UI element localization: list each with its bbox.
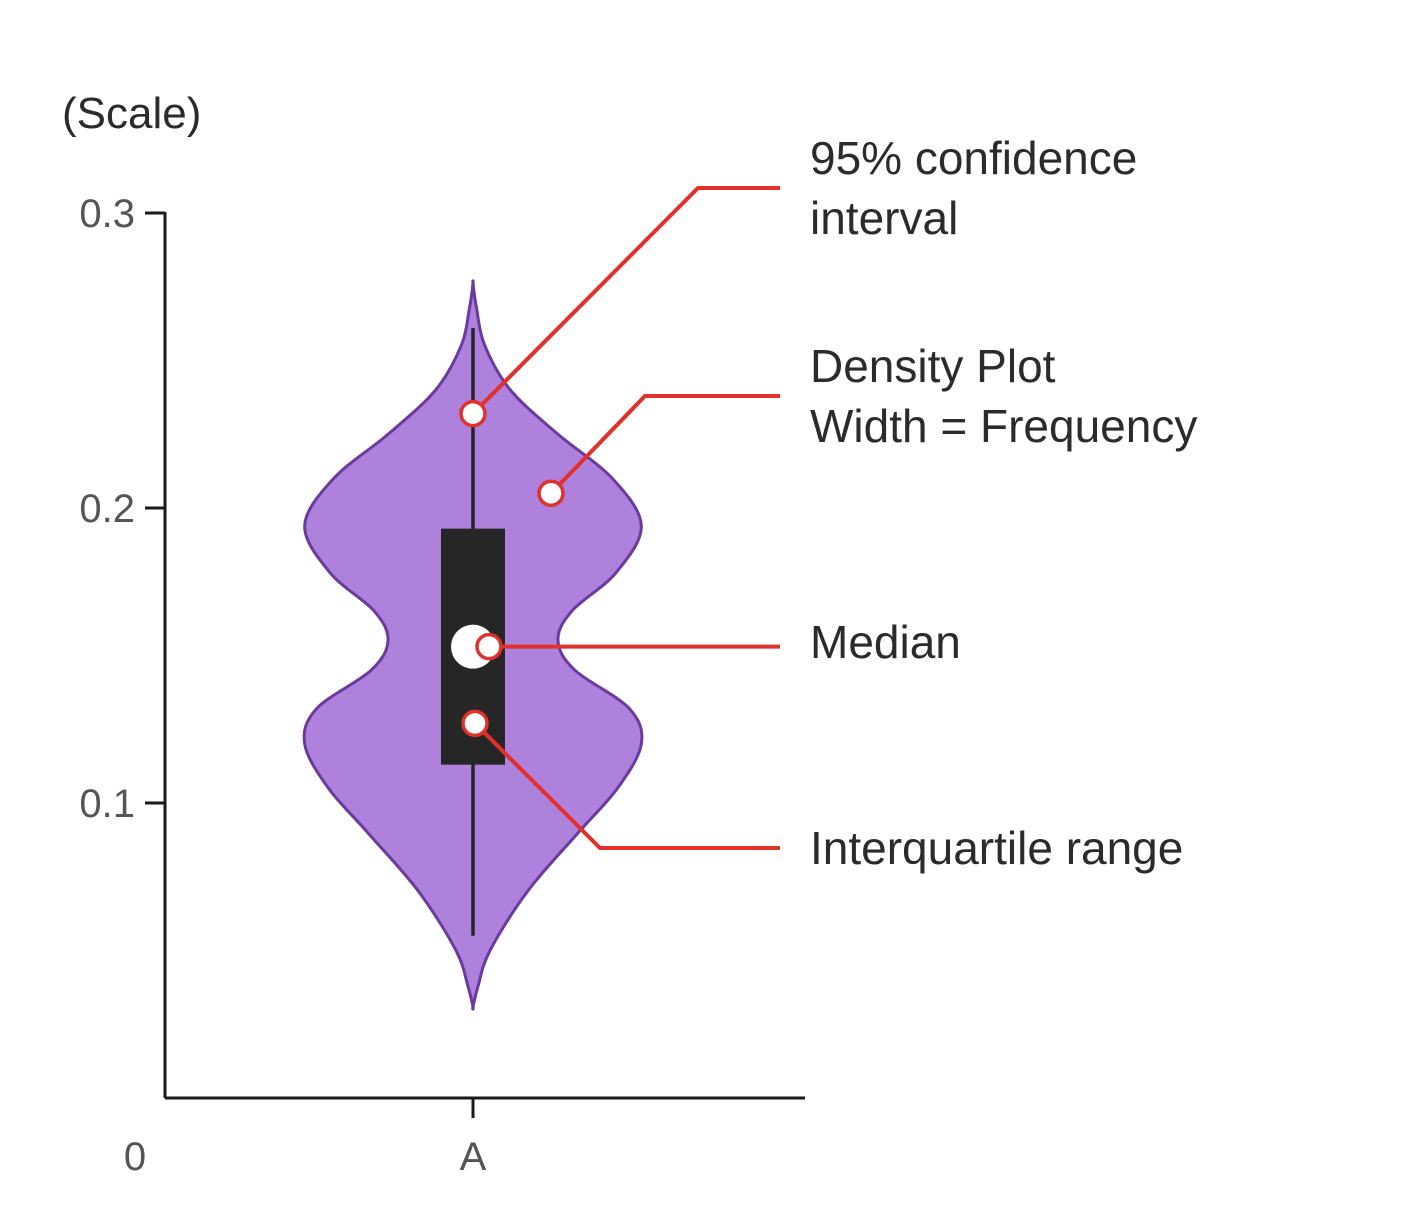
y-axis-label: (Scale) [62, 89, 201, 138]
annotation-label: 95% confidence [810, 132, 1137, 184]
x-tick-label: A [460, 1135, 487, 1179]
axes: (Scale) 0 [62, 89, 805, 1179]
y-tick-label: 0.2 [79, 487, 135, 531]
annotation-label: Width = Frequency [810, 400, 1197, 452]
y-ticks: 0.3 0.2 0.1 [79, 192, 165, 826]
violins [302, 279, 644, 1011]
annotation-label: Interquartile range [810, 822, 1183, 874]
annotation-marker [537, 479, 565, 507]
annotation-leader-line [471, 186, 780, 416]
annotation-marker [461, 709, 489, 738]
y-tick-label: 0.1 [79, 782, 135, 826]
annotation-label: Density Plot [810, 340, 1056, 392]
y-tick-label: 0.3 [79, 192, 135, 236]
x-ticks: A [460, 1098, 487, 1179]
annotation-label: Median [810, 616, 961, 668]
annotation-label: interval [810, 192, 958, 244]
annotation-marker [459, 399, 487, 428]
annotation-marker [475, 632, 503, 661]
annotations: 95% confidence interval Density Plot Width … [459, 132, 1197, 874]
annotation-leader-line [473, 721, 780, 850]
annotation-leader-line [549, 394, 780, 495]
origin-tick-label: 0 [124, 1135, 146, 1179]
